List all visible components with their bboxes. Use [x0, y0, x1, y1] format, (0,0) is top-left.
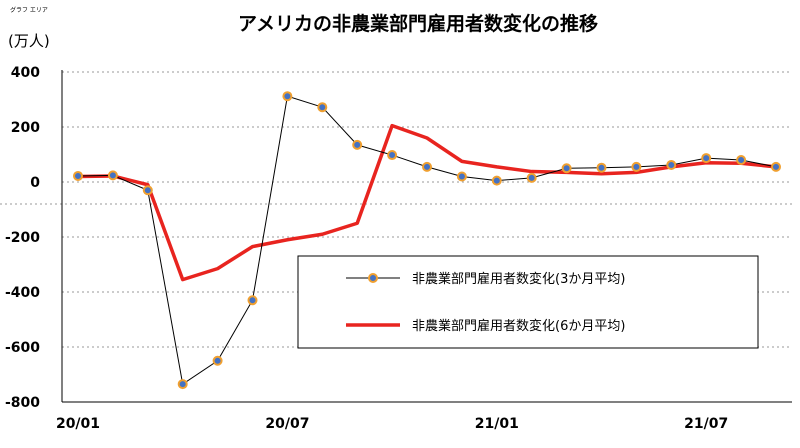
data-point-3m	[631, 161, 642, 172]
data-point-3m	[282, 91, 293, 102]
data-point-3m	[422, 161, 432, 172]
x-tick-label: 20/07	[265, 416, 309, 432]
data-point-3m	[387, 150, 398, 161]
series-line-6m	[77, 123, 777, 282]
plot-area	[61, 70, 792, 403]
data-point-3m	[352, 139, 363, 150]
data-point-3m	[177, 379, 188, 390]
y-tick-label: -600	[5, 340, 40, 356]
data-point-3m	[561, 163, 572, 174]
data-point-3m	[142, 185, 153, 196]
legend-box	[297, 255, 759, 349]
y-tick-label: -800	[5, 395, 40, 411]
legend-label-3m: 非農業部門雇用者数変化(3か月平均)	[412, 271, 625, 287]
data-point-3m	[317, 102, 328, 113]
y-unit-label: (万人)	[8, 32, 50, 50]
data-point-3m	[107, 170, 118, 181]
x-tick-label: 20/01	[56, 416, 100, 432]
legend: 非農業部門雇用者数変化(3か月平均) 非農業部門雇用者数変化(6か月平均)	[297, 255, 759, 349]
y-axis-ticks: 400 200 0 -200 -400 -600 -800	[5, 65, 40, 411]
data-point-3m	[771, 161, 781, 172]
data-point-3m	[247, 295, 258, 306]
x-tick-label: 21/01	[475, 416, 519, 432]
y-tick-label: -200	[5, 230, 40, 246]
gridlines	[0, 71, 792, 403]
data-point-3m	[526, 172, 537, 183]
y-tick-label: 400	[11, 65, 40, 81]
data-point-3m	[456, 171, 467, 182]
chart-area-tag: グラフ エリア	[10, 6, 48, 14]
y-tick-label: -400	[5, 285, 40, 301]
y-tick-label: 0	[30, 175, 40, 191]
data-point-3m	[701, 153, 712, 164]
legend-label-6m: 非農業部門雇用者数変化(6か月平均)	[412, 318, 625, 334]
y-tick-label: 200	[11, 120, 40, 136]
legend-marker-3m	[368, 273, 378, 283]
data-point-3m	[212, 355, 223, 366]
data-point-3m	[491, 175, 502, 186]
data-point-3m	[666, 159, 677, 170]
data-point-3m	[596, 162, 607, 173]
x-tick-label: 21/07	[684, 416, 728, 432]
data-point-3m	[736, 155, 747, 165]
chart-title: アメリカの非農業部門雇用者数変化の推移	[238, 12, 598, 35]
x-axis-ticks: 20/01 20/07 21/01 21/07	[56, 416, 728, 432]
data-point-3m	[73, 170, 83, 181]
